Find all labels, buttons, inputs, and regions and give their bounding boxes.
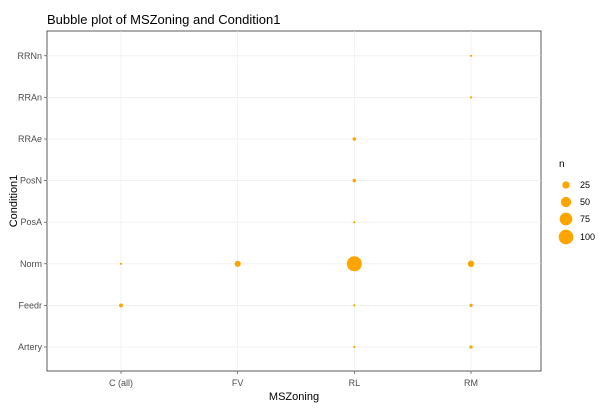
chart-title: Bubble plot of MSZoning and Condition1 [47, 12, 280, 27]
grid-lines [47, 31, 541, 371]
legend-label: 100 [580, 232, 595, 242]
y-tick-label: Norm [20, 259, 42, 269]
bubble-point [353, 304, 356, 307]
y-tick-label: Feedr [18, 300, 42, 310]
data-points [119, 54, 475, 349]
x-axis-tick-labels: C (all) FV RL RM [109, 378, 478, 388]
y-tick-label: PosN [20, 176, 42, 186]
axis-ticks [44, 55, 472, 374]
bubble-point [469, 54, 473, 57]
y-axis-title: Condition1 [8, 175, 20, 228]
bubble-point [119, 262, 123, 265]
x-tick-label: FV [232, 378, 244, 388]
y-tick-label: RRAe [18, 134, 42, 144]
bubble-point [119, 303, 123, 308]
y-axis-tick-labels: Artery Feedr Norm PosA PosN RRAe RRAn RRNn [17, 51, 42, 352]
x-axis-title: MSZoning [269, 391, 319, 403]
bubble-point [469, 96, 473, 99]
bubble-point [353, 345, 356, 349]
legend-label: 25 [580, 180, 590, 190]
legend-items: 25 50 75 100 [558, 180, 595, 245]
legend-key-bubble [558, 229, 574, 245]
bubble-point [346, 256, 362, 272]
bubble-point [467, 260, 475, 268]
legend-key-bubble [560, 196, 572, 208]
bubble-point [352, 137, 357, 141]
legend-key-bubble [559, 212, 573, 226]
x-tick-label: RM [464, 378, 478, 388]
y-tick-label: Artery [18, 342, 43, 352]
plot-panel [46, 30, 542, 372]
bubble-point [234, 260, 241, 267]
y-tick-label: RRNn [17, 51, 42, 61]
y-tick-label: RRAn [18, 92, 42, 102]
legend-title: n [559, 159, 565, 170]
size-legend: n 25 50 75 100 [558, 159, 595, 245]
bubble-point [353, 221, 356, 224]
legend-label: 50 [580, 197, 590, 207]
bubble-point [352, 178, 357, 183]
bubble-point [469, 303, 473, 308]
bubble-point [469, 345, 473, 349]
legend-label: 75 [580, 214, 590, 224]
x-tick-label: C (all) [109, 378, 133, 388]
y-tick-label: PosA [20, 217, 42, 227]
x-tick-label: RL [349, 378, 361, 388]
legend-key-bubble [562, 181, 570, 189]
